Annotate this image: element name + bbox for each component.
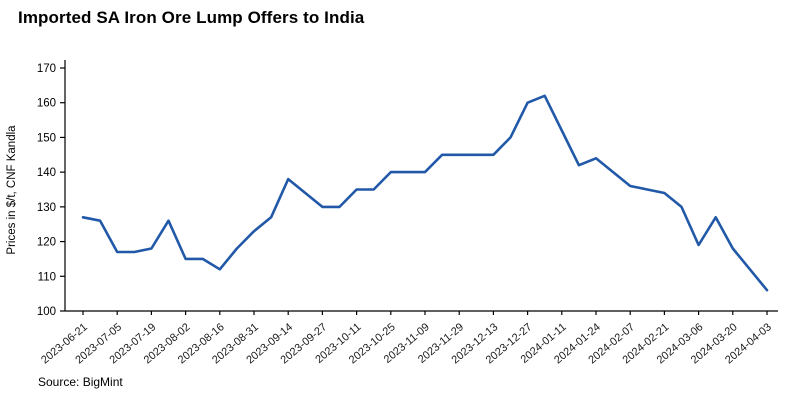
price-line [81, 94, 769, 292]
y-tick-label: 140 [37, 167, 56, 179]
chart-title: Imported SA Iron Ore Lump Offers to Indi… [18, 8, 365, 27]
y-tick-label: 160 [37, 98, 56, 110]
y-tick-label: 150 [37, 132, 56, 144]
y-tick-label: 120 [37, 237, 56, 249]
y-tick-label: 170 [37, 63, 56, 75]
y-tick-label: 110 [38, 271, 56, 283]
price-line-chart: 1001101201301401501601702023-06-212023-0… [37, 60, 778, 366]
source-note: Source: BigMint [38, 375, 123, 389]
y-tick-label: 100 [37, 306, 56, 318]
y-tick-label: 130 [37, 202, 56, 214]
